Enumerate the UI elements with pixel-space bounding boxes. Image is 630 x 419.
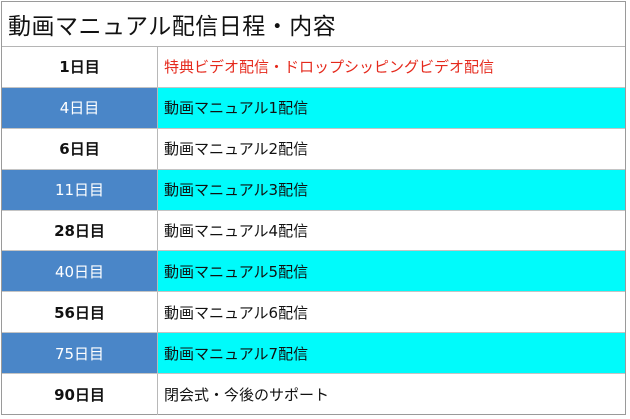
table-row: 11日目 動画マニュアル3配信 [2,169,625,211]
content-cell: 動画マニュアル4配信 [164,222,309,240]
table-row: 1日目 特典ビデオ配信・ドロップシッピングビデオ配信 [2,47,625,88]
content-cell: 動画マニュアル1配信 [158,87,625,128]
table-row: 90日目 閉会式・今後のサポート [2,374,625,416]
day-cell: 56日目 [2,292,158,333]
content-cell: 動画マニュアル7配信 [158,333,625,374]
content-cell: 動画マニュアル2配信 [164,140,309,159]
table-row: 28日目 動画マニュアル4配信 [2,210,625,252]
day-cell: 11日目 [2,169,158,210]
table-row: 4日目 動画マニュアル1配信 [2,87,625,129]
table-row: 40日目 動画マニュアル5配信 [2,251,625,293]
content-cell: 特典ビデオ配信・ドロップシッピングビデオ配信 [164,58,495,77]
content-cell: 動画マニュアル6配信 [164,303,309,322]
content-cell: 閉会式・今後のサポート [164,386,330,405]
day-cell: 90日目 [2,374,158,416]
day-cell: 28日目 [2,210,158,251]
table-row: 56日目 動画マニュアル6配信 [2,292,625,334]
day-cell: 75日目 [2,333,158,374]
table-row: 75日目 動画マニュアル7配信 [2,333,625,375]
table-title: 動画マニュアル配信日程・内容 [2,2,625,47]
table-row: 6日目 動画マニュアル2配信 [2,128,625,170]
day-cell: 6日目 [2,128,158,169]
day-cell: 1日目 [2,47,158,87]
content-cell: 動画マニュアル3配信 [158,169,625,210]
day-cell: 40日目 [2,251,158,292]
content-cell: 動画マニュアル5配信 [158,251,625,292]
day-cell: 4日目 [2,87,158,128]
